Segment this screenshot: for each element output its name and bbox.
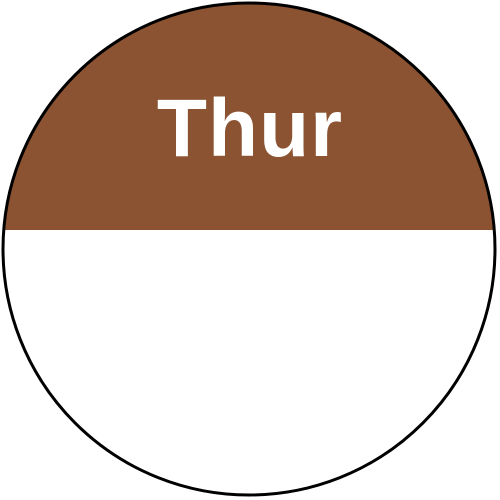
day-label-text: Thur (156, 83, 344, 174)
